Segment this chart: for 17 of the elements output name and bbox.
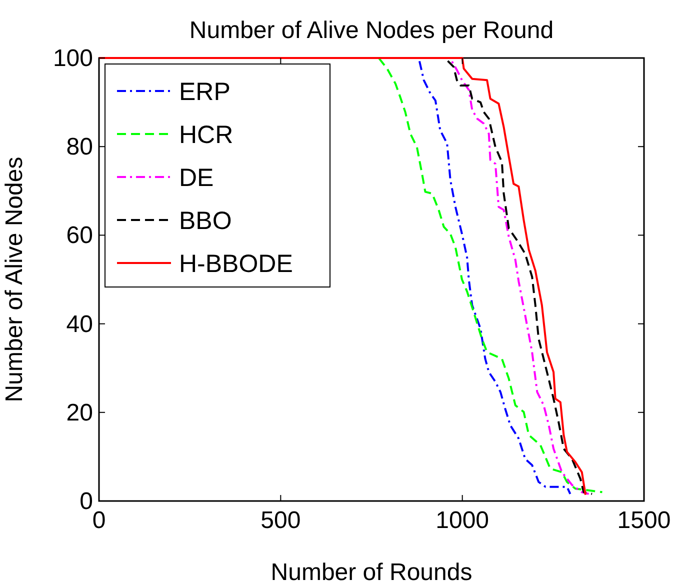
y-tick-label: 20 xyxy=(66,399,93,426)
y-axis-title: Number of Alive Nodes xyxy=(1,156,28,402)
legend-label: HCR xyxy=(179,121,234,149)
legend-label: DE xyxy=(179,164,214,192)
y-tick-label: 80 xyxy=(66,134,93,161)
y-tick-label: 0 xyxy=(80,488,93,515)
chart-title: Number of Alive Nodes per Round xyxy=(189,17,554,44)
x-tick-label: 1000 xyxy=(436,507,490,534)
y-tick-label: 60 xyxy=(66,222,93,250)
legend-label: H-BBODE xyxy=(179,250,293,278)
legend-label: ERP xyxy=(179,78,230,106)
x-tick-label: 1500 xyxy=(617,507,671,534)
x-axis-title: Number of Rounds xyxy=(270,559,472,586)
legend-label: BBO xyxy=(179,207,232,235)
x-tick-label: 500 xyxy=(260,507,301,534)
y-tick-label: 100 xyxy=(52,45,93,72)
y-tick-label: 40 xyxy=(66,310,93,338)
